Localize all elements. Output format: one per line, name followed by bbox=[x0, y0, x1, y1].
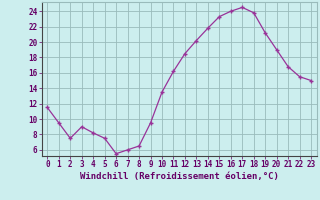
X-axis label: Windchill (Refroidissement éolien,°C): Windchill (Refroidissement éolien,°C) bbox=[80, 172, 279, 181]
